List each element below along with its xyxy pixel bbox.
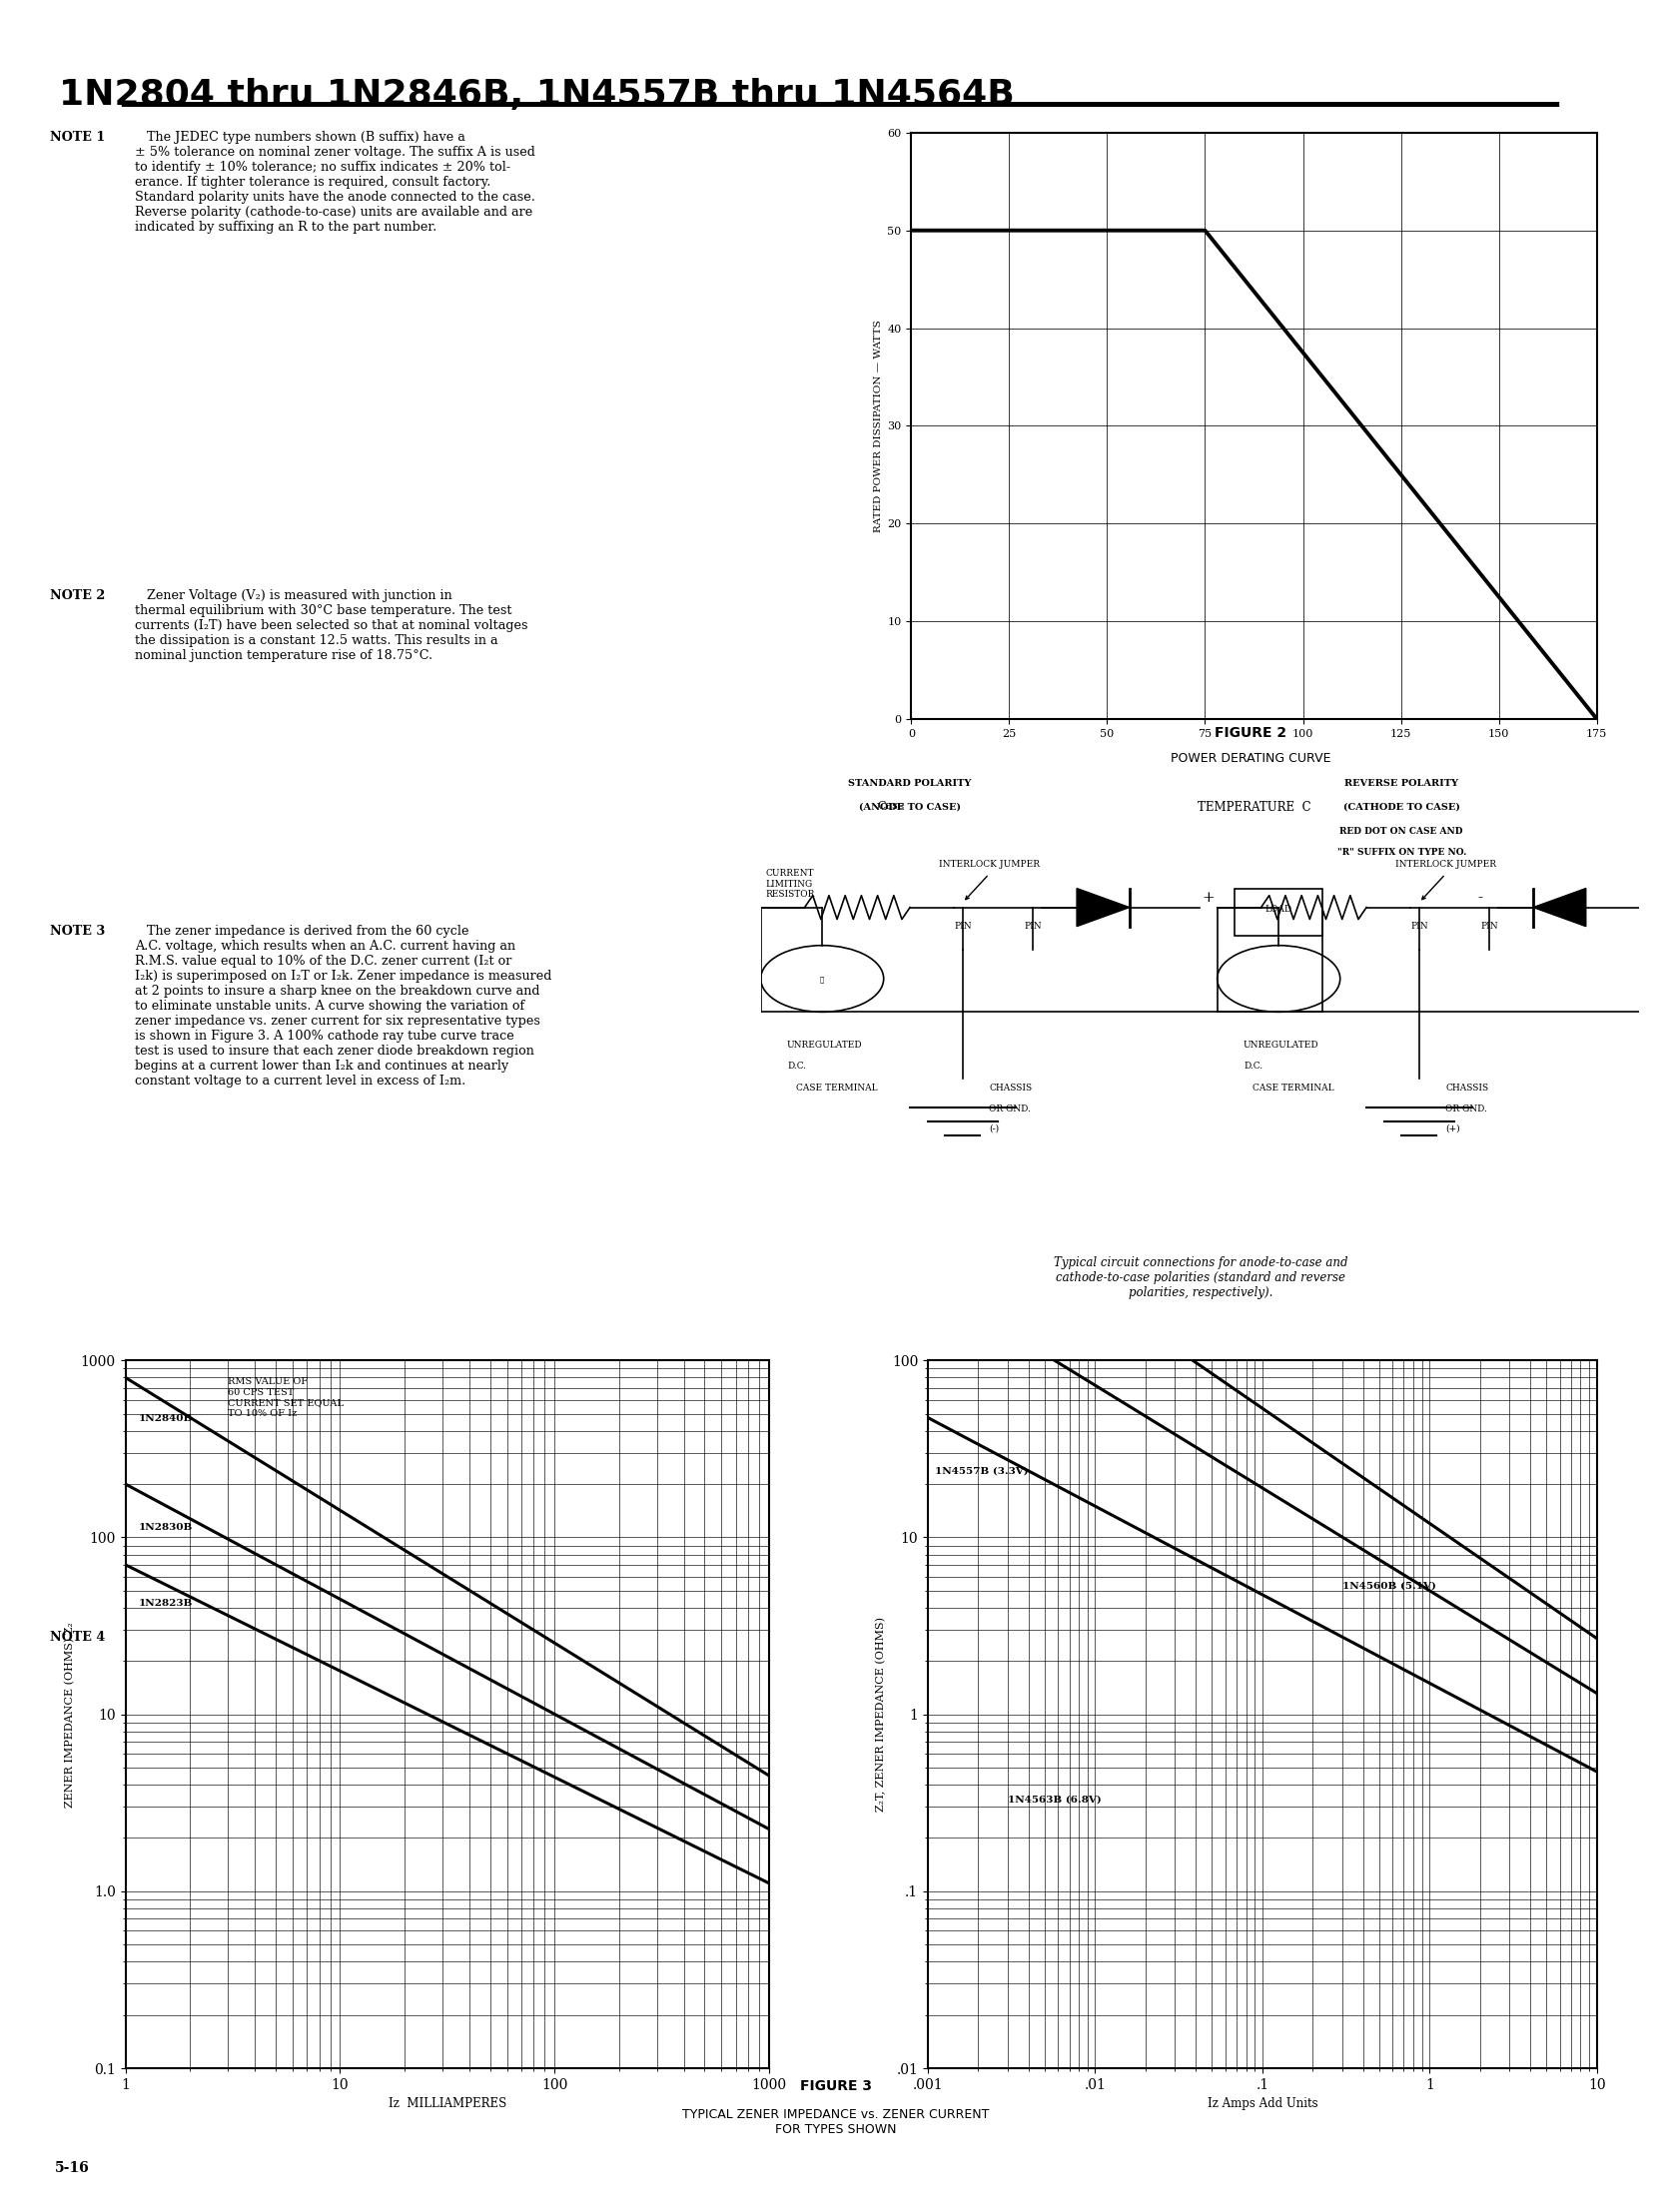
Text: PIN: PIN bbox=[1409, 922, 1427, 931]
Text: CHASSIS: CHASSIS bbox=[988, 1084, 1031, 1093]
Polygon shape bbox=[1532, 889, 1584, 927]
Text: UNREGULATED: UNREGULATED bbox=[1243, 1040, 1318, 1048]
Text: "R" SUFFIX ON TYPE NO.: "R" SUFFIX ON TYPE NO. bbox=[1337, 847, 1465, 856]
Text: 1N2830B: 1N2830B bbox=[139, 1524, 192, 1533]
Text: (ANODE TO CASE): (ANODE TO CASE) bbox=[859, 803, 961, 812]
Text: TEMPERATURE  C: TEMPERATURE C bbox=[1196, 801, 1310, 814]
Text: (+): (+) bbox=[1444, 1124, 1459, 1133]
Text: RMS VALUE OF
60 CPS TEST
CURRENT SET EQUAL
TO 10% OF Iz: RMS VALUE OF 60 CPS TEST CURRENT SET EQU… bbox=[227, 1378, 344, 1418]
Text: CURRENT
LIMITING
RESISTOR: CURRENT LIMITING RESISTOR bbox=[765, 869, 814, 898]
Text: INTERLOCK JUMPER: INTERLOCK JUMPER bbox=[1394, 860, 1496, 869]
Polygon shape bbox=[1076, 889, 1130, 927]
Text: LOAD: LOAD bbox=[1265, 905, 1292, 914]
Text: 1N2804 thru 1N2846B, 1N4557B thru 1N4564B: 1N2804 thru 1N2846B, 1N4557B thru 1N4564… bbox=[58, 77, 1014, 111]
Text: The values of I₂m are calculated for a ±5% toler-
ance on nominal zener voltage.: The values of I₂m are calculated for a ±… bbox=[135, 1630, 536, 1734]
Text: ❤: ❤ bbox=[819, 975, 824, 982]
Text: NOTE 4: NOTE 4 bbox=[50, 1630, 105, 1644]
Text: CHASSIS: CHASSIS bbox=[1444, 1084, 1487, 1093]
Text: 1N4560B (5.1V): 1N4560B (5.1V) bbox=[1342, 1582, 1435, 1590]
Bar bbox=[1233, 889, 1322, 936]
Text: Typical circuit connections for anode-to-case and
cathode-to-case polarities (st: Typical circuit connections for anode-to… bbox=[1053, 1256, 1347, 1298]
Text: OR GND.: OR GND. bbox=[988, 1104, 1031, 1113]
Text: STANDARD POLARITY: STANDARD POLARITY bbox=[847, 779, 971, 787]
Text: 1N2840B: 1N2840B bbox=[139, 1413, 192, 1422]
Text: The JEDEC type numbers shown (B suffix) have a
± 5% tolerance on nominal zener v: The JEDEC type numbers shown (B suffix) … bbox=[135, 131, 535, 234]
Text: 1N4563B (6.8V): 1N4563B (6.8V) bbox=[1008, 1794, 1101, 1805]
Text: 1N2823B: 1N2823B bbox=[139, 1599, 192, 1608]
Text: NOTE 3: NOTE 3 bbox=[50, 925, 105, 938]
Text: NOTE 1: NOTE 1 bbox=[50, 131, 105, 144]
Text: +: + bbox=[1201, 891, 1215, 905]
Text: RED DOT ON CASE AND: RED DOT ON CASE AND bbox=[1338, 827, 1462, 836]
Text: PIN: PIN bbox=[1479, 922, 1497, 931]
Y-axis label: RATED POWER DISSIPATION — WATTS: RATED POWER DISSIPATION — WATTS bbox=[874, 319, 882, 533]
Text: CASE TERMINAL: CASE TERMINAL bbox=[795, 1084, 877, 1093]
Text: FIGURE 2: FIGURE 2 bbox=[1213, 726, 1287, 739]
Text: -: - bbox=[1477, 891, 1482, 905]
Text: (CATHODE TO CASE): (CATHODE TO CASE) bbox=[1342, 803, 1459, 812]
X-axis label: Iz Amps Add Units: Iz Amps Add Units bbox=[1206, 2097, 1317, 2110]
Text: CASE TERMINAL: CASE TERMINAL bbox=[1252, 1084, 1333, 1093]
Text: (-): (-) bbox=[988, 1124, 999, 1133]
Text: REVERSE POLARITY: REVERSE POLARITY bbox=[1343, 779, 1457, 787]
Text: FIGURE 3: FIGURE 3 bbox=[799, 2079, 872, 2093]
Text: NOTE 2: NOTE 2 bbox=[50, 591, 105, 602]
Text: POWER DERATING CURVE: POWER DERATING CURVE bbox=[1170, 752, 1330, 765]
Text: TYPICAL ZENER IMPEDANCE vs. ZENER CURRENT
FOR TYPES SHOWN: TYPICAL ZENER IMPEDANCE vs. ZENER CURREN… bbox=[682, 2108, 989, 2137]
Text: OR GND.: OR GND. bbox=[1444, 1104, 1487, 1113]
Text: 1N4557B (3.3V): 1N4557B (3.3V) bbox=[934, 1467, 1028, 1475]
Text: UNREGULATED: UNREGULATED bbox=[787, 1040, 862, 1048]
Text: Case: Case bbox=[877, 801, 904, 812]
Text: PIN: PIN bbox=[952, 922, 971, 931]
Text: D.C.: D.C. bbox=[787, 1062, 805, 1071]
Text: 5-16: 5-16 bbox=[55, 2161, 90, 2174]
Y-axis label: Z₂T, ZENER IMPEDANCE (OHMS): Z₂T, ZENER IMPEDANCE (OHMS) bbox=[876, 1617, 886, 1812]
X-axis label: Iz  MILLIAMPERES: Iz MILLIAMPERES bbox=[388, 2097, 506, 2110]
Y-axis label: ZENER IMPEDANCE (OHMS) Z₂: ZENER IMPEDANCE (OHMS) Z₂ bbox=[65, 1621, 75, 1807]
Text: Zener Voltage (V₂) is measured with junction in
thermal equilibrium with 30°C ba: Zener Voltage (V₂) is measured with junc… bbox=[135, 591, 528, 664]
Text: PIN: PIN bbox=[1023, 922, 1041, 931]
Text: D.C.: D.C. bbox=[1243, 1062, 1262, 1071]
Text: The zener impedance is derived from the 60 cycle
A.C. voltage, which results whe: The zener impedance is derived from the … bbox=[135, 925, 551, 1088]
Text: INTERLOCK JUMPER: INTERLOCK JUMPER bbox=[937, 860, 1039, 869]
